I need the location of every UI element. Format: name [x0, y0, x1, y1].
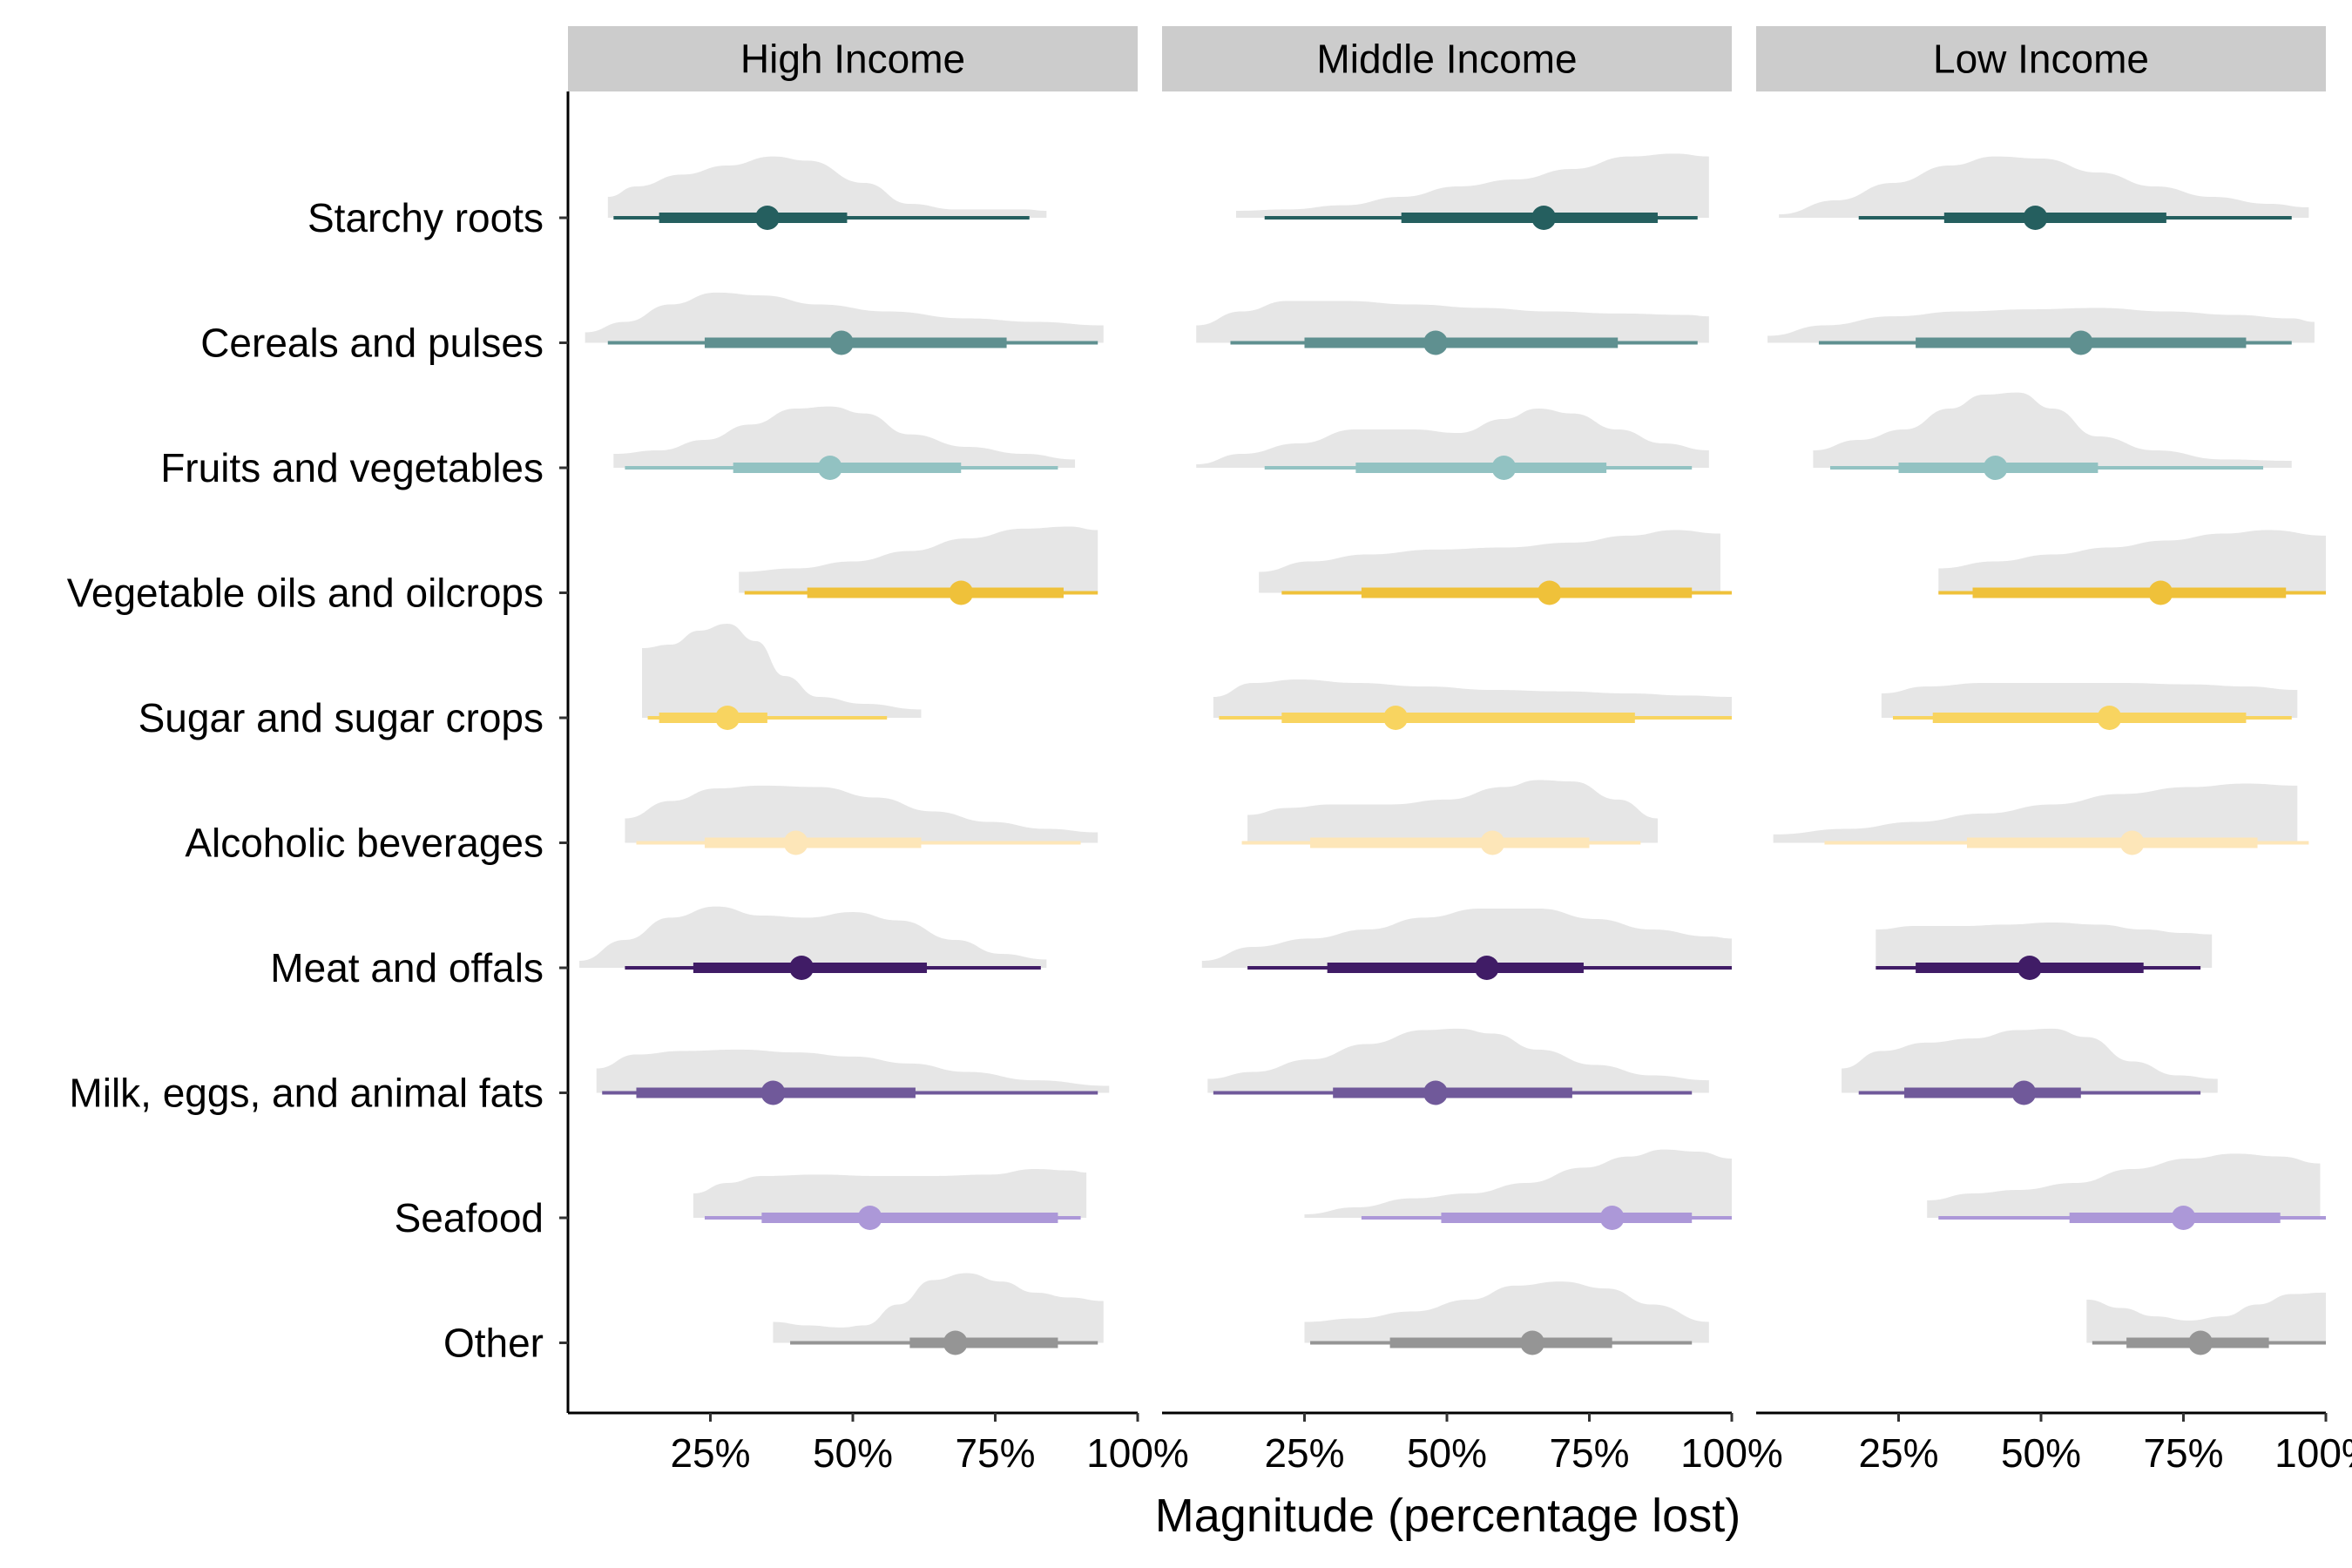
- density-middle-income-milk-eggs-and-animal-fats: [1207, 1028, 1709, 1093]
- density-low-income-alcoholic-beverages: [1773, 783, 2298, 843]
- median-point-low-income-seafood: [2171, 1206, 2196, 1230]
- density-low-income-meat-and-offals: [1876, 923, 2213, 968]
- y-tick-label-seafood: Seafood: [395, 1195, 544, 1240]
- density-low-income-vegetable-oils-and-oilcrops: [1938, 530, 2326, 593]
- x-tick-label-middle-income-25: 25%: [1264, 1430, 1344, 1476]
- median-point-low-income-vegetable-oils-and-oilcrops: [2148, 580, 2173, 605]
- x-tick-label-high-income-75: 75%: [955, 1430, 1035, 1476]
- facet-label-middle-income: Middle Income: [1316, 37, 1577, 82]
- median-point-high-income-meat-and-offals: [789, 956, 814, 980]
- y-tick-label-sugar-and-sugar-crops: Sugar and sugar crops: [139, 695, 544, 740]
- median-point-low-income-cereals-and-pulses: [2068, 330, 2093, 355]
- density-middle-income-seafood: [1304, 1149, 1732, 1218]
- y-tick-label-milk-eggs-and-animal-fats: Milk, eggs, and animal fats: [69, 1071, 544, 1116]
- density-low-income-other: [2086, 1292, 2326, 1343]
- density-low-income-cereals-and-pulses: [1767, 308, 2315, 343]
- density-low-income-seafood: [1927, 1153, 2321, 1218]
- facet-strips: High Income Middle Income Low Income: [568, 26, 2326, 91]
- median-point-middle-income-milk-eggs-and-animal-fats: [1423, 1080, 1448, 1105]
- x-tick-label-high-income-100: 100%: [1086, 1430, 1189, 1476]
- x-tick-label-low-income-50: 50%: [2001, 1430, 2081, 1476]
- density-low-income-starchy-roots: [1779, 156, 2309, 218]
- median-point-middle-income-seafood: [1599, 1206, 1625, 1230]
- density-low-income-milk-eggs-and-animal-fats: [1842, 1028, 2218, 1093]
- density-high-income-vegetable-oils-and-oilcrops: [739, 526, 1098, 593]
- facet-label-high-income: High Income: [740, 37, 965, 82]
- x-tick-label-low-income-25: 25%: [1858, 1430, 1938, 1476]
- median-point-low-income-meat-and-offals: [2017, 956, 2042, 980]
- y-tick-label-cereals-and-pulses: Cereals and pulses: [200, 321, 544, 366]
- x-tick-label-middle-income-75: 75%: [1549, 1430, 1629, 1476]
- density-high-income-fruits-and-vegetables: [613, 406, 1076, 468]
- density-middle-income-cereals-and-pulses: [1196, 301, 1709, 343]
- median-point-middle-income-vegetable-oils-and-oilcrops: [1537, 580, 1562, 605]
- x-tick-label-high-income-25: 25%: [670, 1430, 750, 1476]
- median-point-high-income-starchy-roots: [754, 206, 780, 230]
- median-point-middle-income-cereals-and-pulses: [1423, 330, 1448, 355]
- median-point-low-income-starchy-roots: [2023, 206, 2048, 230]
- median-point-low-income-other: [2188, 1330, 2213, 1355]
- density-middle-income-fruits-and-vegetables: [1196, 409, 1709, 468]
- median-point-middle-income-sugar-and-sugar-crops: [1383, 706, 1409, 730]
- density-high-income-seafood: [693, 1169, 1087, 1218]
- x-tick-label-low-income-75: 75%: [2143, 1430, 2223, 1476]
- median-point-middle-income-meat-and-offals: [1474, 956, 1499, 980]
- density-high-income-alcoholic-beverages: [625, 785, 1098, 843]
- density-middle-income-meat-and-offals: [1201, 909, 1732, 968]
- density-low-income-fruits-and-vegetables: [1813, 392, 2292, 468]
- facet-strip-high-income: [568, 26, 1138, 91]
- density-layer: [579, 153, 2326, 1343]
- median-point-middle-income-alcoholic-beverages: [1480, 830, 1505, 855]
- y-tick-label-starchy-roots: Starchy roots: [308, 195, 544, 240]
- density-high-income-milk-eggs-and-animal-fats: [596, 1049, 1110, 1093]
- density-middle-income-starchy-roots: [1236, 153, 1709, 218]
- interval-layer: [602, 206, 2326, 1355]
- median-point-low-income-milk-eggs-and-animal-fats: [2011, 1080, 2037, 1105]
- facet-strip-middle-income: [1162, 26, 1732, 91]
- density-low-income-sugar-and-sugar-crops: [1881, 683, 2298, 718]
- density-high-income-other: [773, 1273, 1104, 1343]
- density-middle-income-sugar-and-sugar-crops: [1213, 679, 1732, 718]
- facet-strip-low-income: [1756, 26, 2326, 91]
- median-point-high-income-milk-eggs-and-animal-fats: [760, 1080, 786, 1105]
- x-tick-label-middle-income-50: 50%: [1407, 1430, 1487, 1476]
- density-high-income-sugar-and-sugar-crops: [642, 624, 922, 718]
- median-point-high-income-cereals-and-pulses: [828, 330, 854, 355]
- x-tick-label-high-income-50: 50%: [813, 1430, 893, 1476]
- axes: Starchy roots Cereals and pulses Fruits an…: [67, 91, 2352, 1476]
- y-tick-label-fruits-and-vegetables: Fruits and vegetables: [160, 445, 544, 490]
- median-point-high-income-other: [943, 1330, 968, 1355]
- density-middle-income-other: [1304, 1281, 1709, 1343]
- median-point-high-income-vegetable-oils-and-oilcrops: [949, 580, 974, 605]
- y-tick-label-meat-and-offals: Meat and offals: [270, 945, 544, 990]
- median-point-high-income-fruits-and-vegetables: [817, 456, 842, 480]
- y-tick-label-vegetable-oils-and-oilcrops: Vegetable oils and oilcrops: [67, 571, 544, 616]
- median-point-high-income-alcoholic-beverages: [783, 830, 808, 855]
- median-point-low-income-fruits-and-vegetables: [1983, 456, 2008, 480]
- density-middle-income-alcoholic-beverages: [1247, 780, 1658, 843]
- y-tick-label-other: Other: [443, 1321, 544, 1366]
- y-tick-label-alcoholic-beverages: Alcoholic beverages: [185, 821, 544, 866]
- density-high-income-starchy-roots: [607, 156, 1047, 218]
- median-point-high-income-sugar-and-sugar-crops: [715, 706, 740, 730]
- median-point-low-income-sugar-and-sugar-crops: [2097, 706, 2122, 730]
- x-tick-label-low-income-100: 100%: [2274, 1430, 2352, 1476]
- median-point-middle-income-fruits-and-vegetables: [1491, 456, 1517, 480]
- median-point-middle-income-other: [1520, 1330, 1545, 1355]
- facet-label-low-income: Low Income: [1933, 37, 2149, 82]
- density-middle-income-vegetable-oils-and-oilcrops: [1259, 530, 1720, 593]
- median-point-high-income-seafood: [857, 1206, 882, 1230]
- density-high-income-cereals-and-pulses: [585, 292, 1104, 343]
- median-point-low-income-alcoholic-beverages: [2119, 830, 2145, 855]
- median-point-middle-income-starchy-roots: [1531, 206, 1557, 230]
- density-high-income-meat-and-offals: [579, 906, 1047, 968]
- x-tick-label-middle-income-100: 100%: [1680, 1430, 1783, 1476]
- x-axis-title: Magnitude (percentage lost): [1155, 1490, 1740, 1542]
